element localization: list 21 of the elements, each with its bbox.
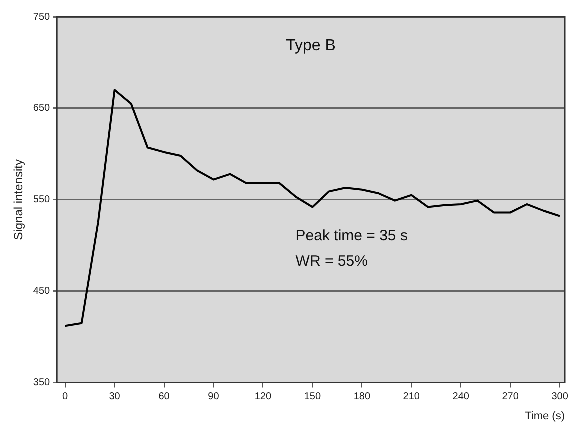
x-tick-label: 270: [502, 392, 520, 403]
y-tick-label: 650: [33, 103, 51, 114]
y-tick-label: 750: [33, 12, 51, 23]
y-tick-label: 450: [33, 286, 51, 298]
x-tick-label: 120: [254, 392, 272, 403]
x-tick-label: 180: [354, 392, 371, 403]
x-tick-label: 210: [403, 392, 420, 403]
annotation: WR = 55%: [296, 253, 368, 270]
y-axis-title: Signal intensity: [12, 160, 26, 240]
x-axis-title: Time (s): [525, 410, 565, 422]
x-tick-label: 240: [452, 392, 470, 403]
x-tick-label: 90: [208, 392, 220, 403]
x-tick-label: 300: [552, 392, 569, 403]
x-tick-label: 150: [304, 392, 322, 403]
x-tick-label: 0: [62, 392, 69, 403]
y-tick-label: 550: [33, 194, 51, 206]
x-tick-label: 30: [109, 392, 121, 403]
x-tick-label: 60: [158, 392, 170, 403]
y-tick-label: 350: [33, 378, 51, 389]
annotation: Peak time = 35 s: [296, 228, 408, 245]
annotation: Type B: [286, 38, 336, 55]
